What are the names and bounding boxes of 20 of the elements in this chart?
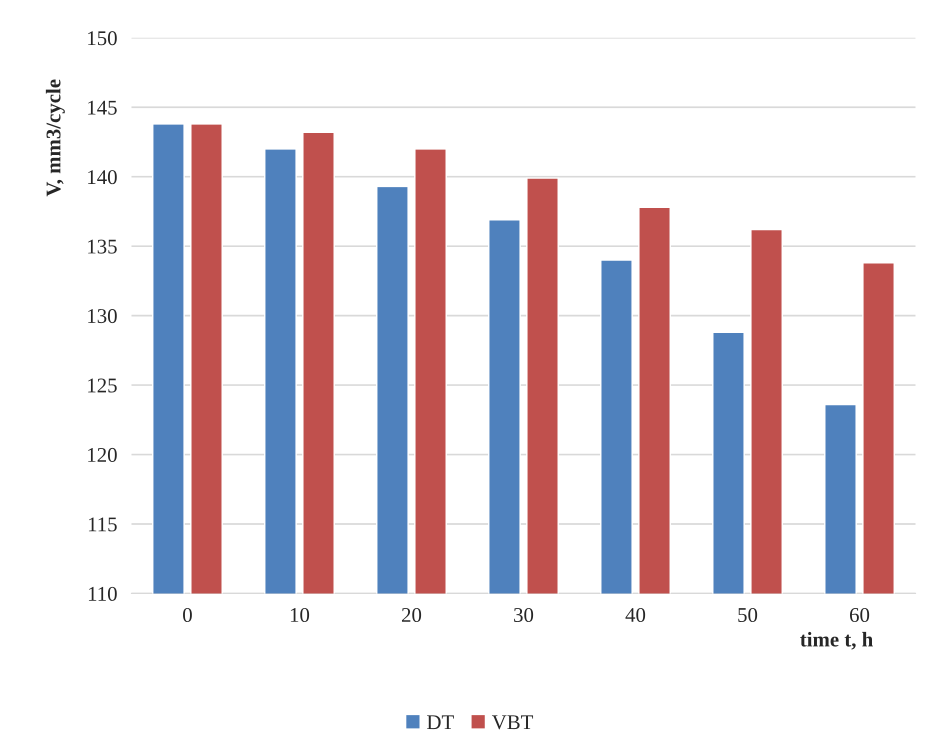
x-tick-label: 20 <box>402 608 422 622</box>
y-axis-title: V, mm3/cycle <box>46 80 65 196</box>
y-tick-label: 135 <box>88 240 117 254</box>
legend-label: DT <box>427 715 454 730</box>
y-tick-label: 140 <box>88 170 117 184</box>
x-tick-label: 10 <box>290 608 310 622</box>
y-tick-label: 145 <box>88 100 117 115</box>
x-tick-label: 40 <box>625 608 646 622</box>
x-tick-label: 60 <box>850 608 870 622</box>
legend-label: VBT <box>492 715 534 730</box>
y-tick-label: 150 <box>88 31 117 46</box>
y-tick-label: 130 <box>88 309 117 324</box>
y-tick-label: 115 <box>88 517 117 532</box>
x-axis-title: time t, h <box>800 632 873 650</box>
x-tick-label: 30 <box>514 608 534 622</box>
x-tick-label: 0 <box>183 608 192 622</box>
y-tick-label: 125 <box>88 378 117 393</box>
x-tick-label: 50 <box>738 608 758 622</box>
y-tick-label: 120 <box>88 448 117 462</box>
y-tick-label: 110 <box>88 586 117 601</box>
